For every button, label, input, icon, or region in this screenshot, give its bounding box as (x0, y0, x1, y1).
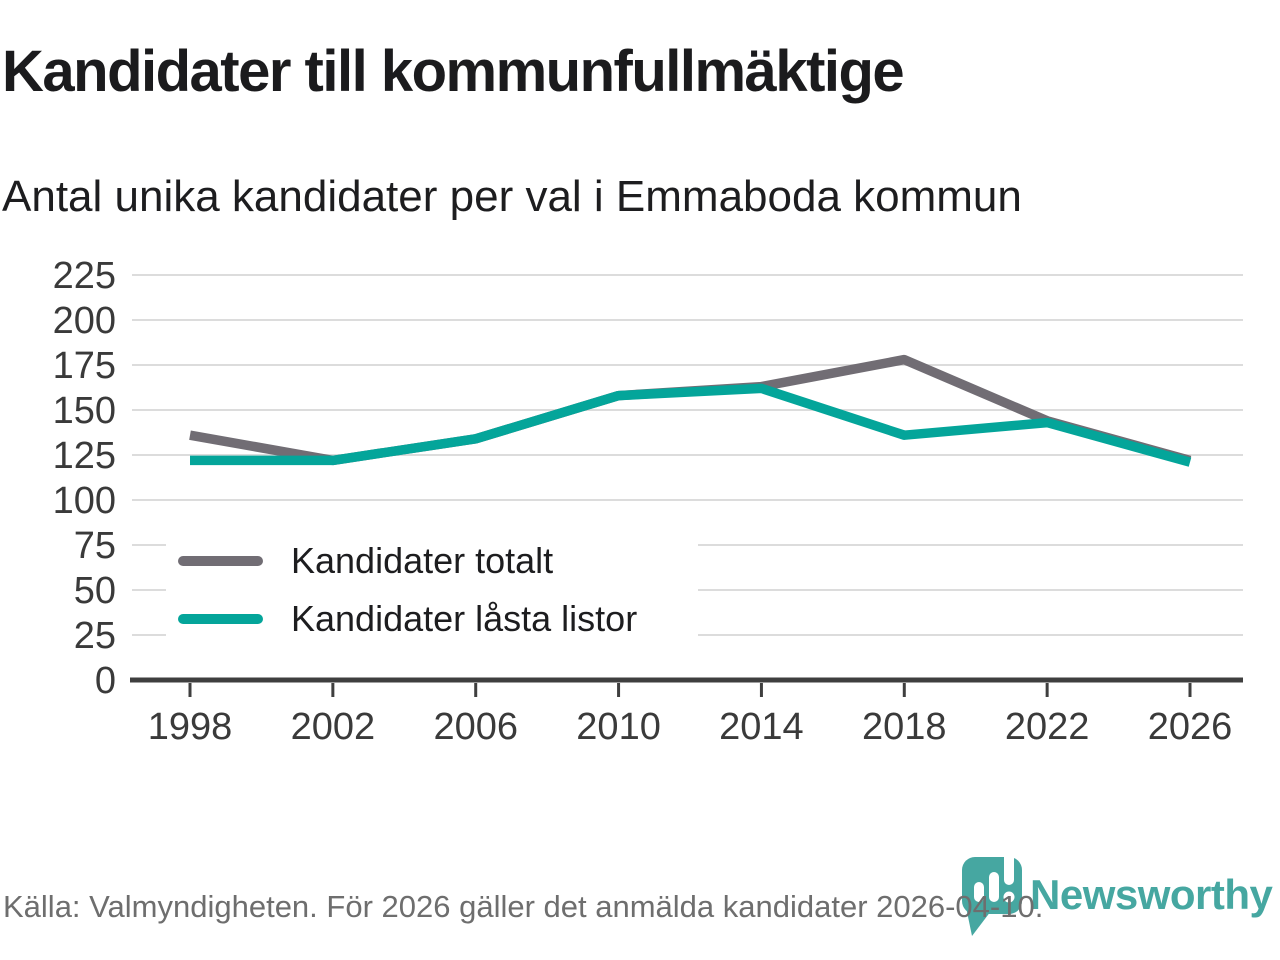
svg-text:1998: 1998 (148, 706, 233, 748)
svg-text:125: 125 (53, 435, 116, 477)
svg-text:2014: 2014 (719, 706, 804, 748)
legend-item-total: Kandidater totalt (178, 540, 698, 581)
legend-label-locked-lists: Kandidater låsta listor (291, 598, 638, 639)
legend-label-total: Kandidater totalt (291, 540, 554, 581)
svg-text:0: 0 (95, 660, 116, 702)
svg-text:2022: 2022 (1005, 706, 1090, 748)
svg-text:2018: 2018 (862, 706, 947, 748)
newsworthy-wordmark: Newsworthy (1030, 871, 1273, 918)
svg-text:200: 200 (53, 300, 116, 342)
svg-text:2002: 2002 (291, 706, 376, 748)
svg-text:225: 225 (53, 255, 116, 297)
svg-text:150: 150 (53, 390, 116, 432)
source-note: Källa: Valmyndigheten. För 2026 gäller d… (3, 889, 1044, 924)
chart-legend: Kandidater totalt Kandidater låsta listo… (166, 528, 698, 660)
svg-text:100: 100 (53, 480, 116, 522)
legend-swatch-total (178, 556, 263, 566)
svg-text:2010: 2010 (576, 706, 661, 748)
legend-swatch-locked-lists (178, 614, 263, 624)
svg-text:75: 75 (74, 525, 116, 567)
newsworthy-logo: Newsworthy (960, 845, 1280, 945)
svg-text:50: 50 (74, 570, 116, 612)
svg-text:2026: 2026 (1148, 706, 1233, 748)
newsworthy-pin-icon (962, 849, 1022, 936)
chart-subtitle: Antal unika kandidater per val i Emmabod… (2, 172, 1022, 221)
svg-text:25: 25 (74, 615, 116, 657)
chart-title: Kandidater till kommunfullmäktige (2, 39, 905, 104)
svg-text:175: 175 (53, 345, 116, 387)
svg-text:2006: 2006 (433, 706, 518, 748)
legend-item-locked-lists: Kandidater låsta listor (178, 598, 698, 639)
